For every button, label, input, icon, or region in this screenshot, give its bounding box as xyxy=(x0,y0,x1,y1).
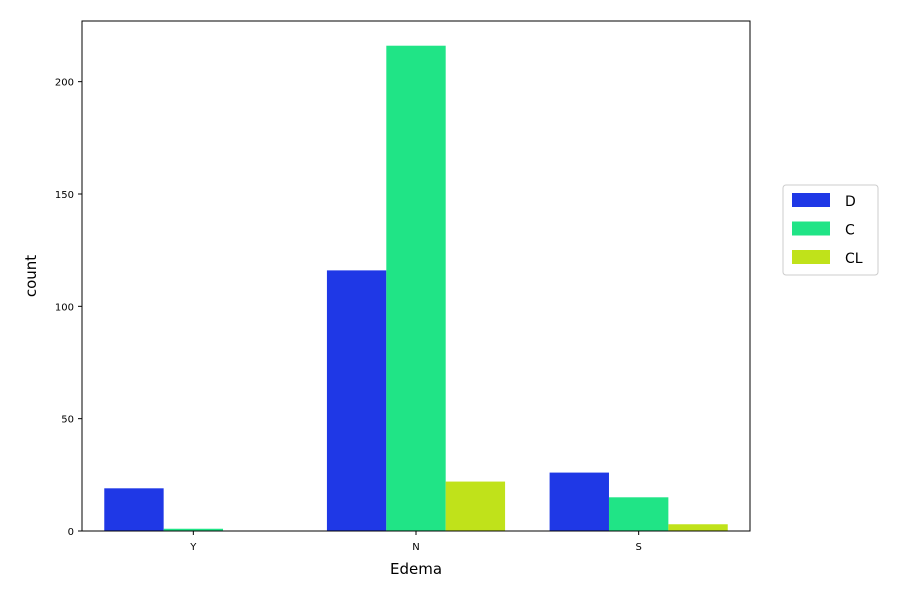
y-tick-label: 0 xyxy=(68,527,74,538)
y-tick-label: 100 xyxy=(55,302,74,313)
bar-c-s xyxy=(608,497,669,531)
x-axis-title: Edema xyxy=(390,560,442,578)
legend: DC CL xyxy=(782,184,879,276)
plot-frame xyxy=(81,20,751,532)
bar-c-y xyxy=(163,528,224,531)
legend-label-cl: CL xyxy=(845,251,863,267)
bar-cl-n xyxy=(445,481,506,531)
x-tick-label: S xyxy=(635,542,641,553)
bar-cl-s xyxy=(668,524,728,531)
y-tick-label: 50 xyxy=(61,415,74,426)
legend-swatch-d xyxy=(792,193,830,207)
x-tick-label: N xyxy=(412,542,419,553)
bars-group xyxy=(104,45,728,532)
bar-d-y xyxy=(104,488,164,531)
y-axis-title: count xyxy=(22,255,40,297)
bar-d-s xyxy=(549,472,609,531)
legend-swatch-c xyxy=(792,221,830,236)
x-tick-label: Y xyxy=(189,542,197,553)
y-tick-label: 150 xyxy=(55,190,74,201)
y-axis-ticks: 0 50 100 150 200 xyxy=(55,78,82,538)
bar-c-n xyxy=(386,45,446,532)
legend-swatch-cl xyxy=(792,250,830,264)
bar-d-n xyxy=(326,270,387,531)
legend-label-c: C xyxy=(845,223,855,239)
legend-label-d: D xyxy=(845,194,856,210)
y-tick-label: 200 xyxy=(55,78,74,89)
